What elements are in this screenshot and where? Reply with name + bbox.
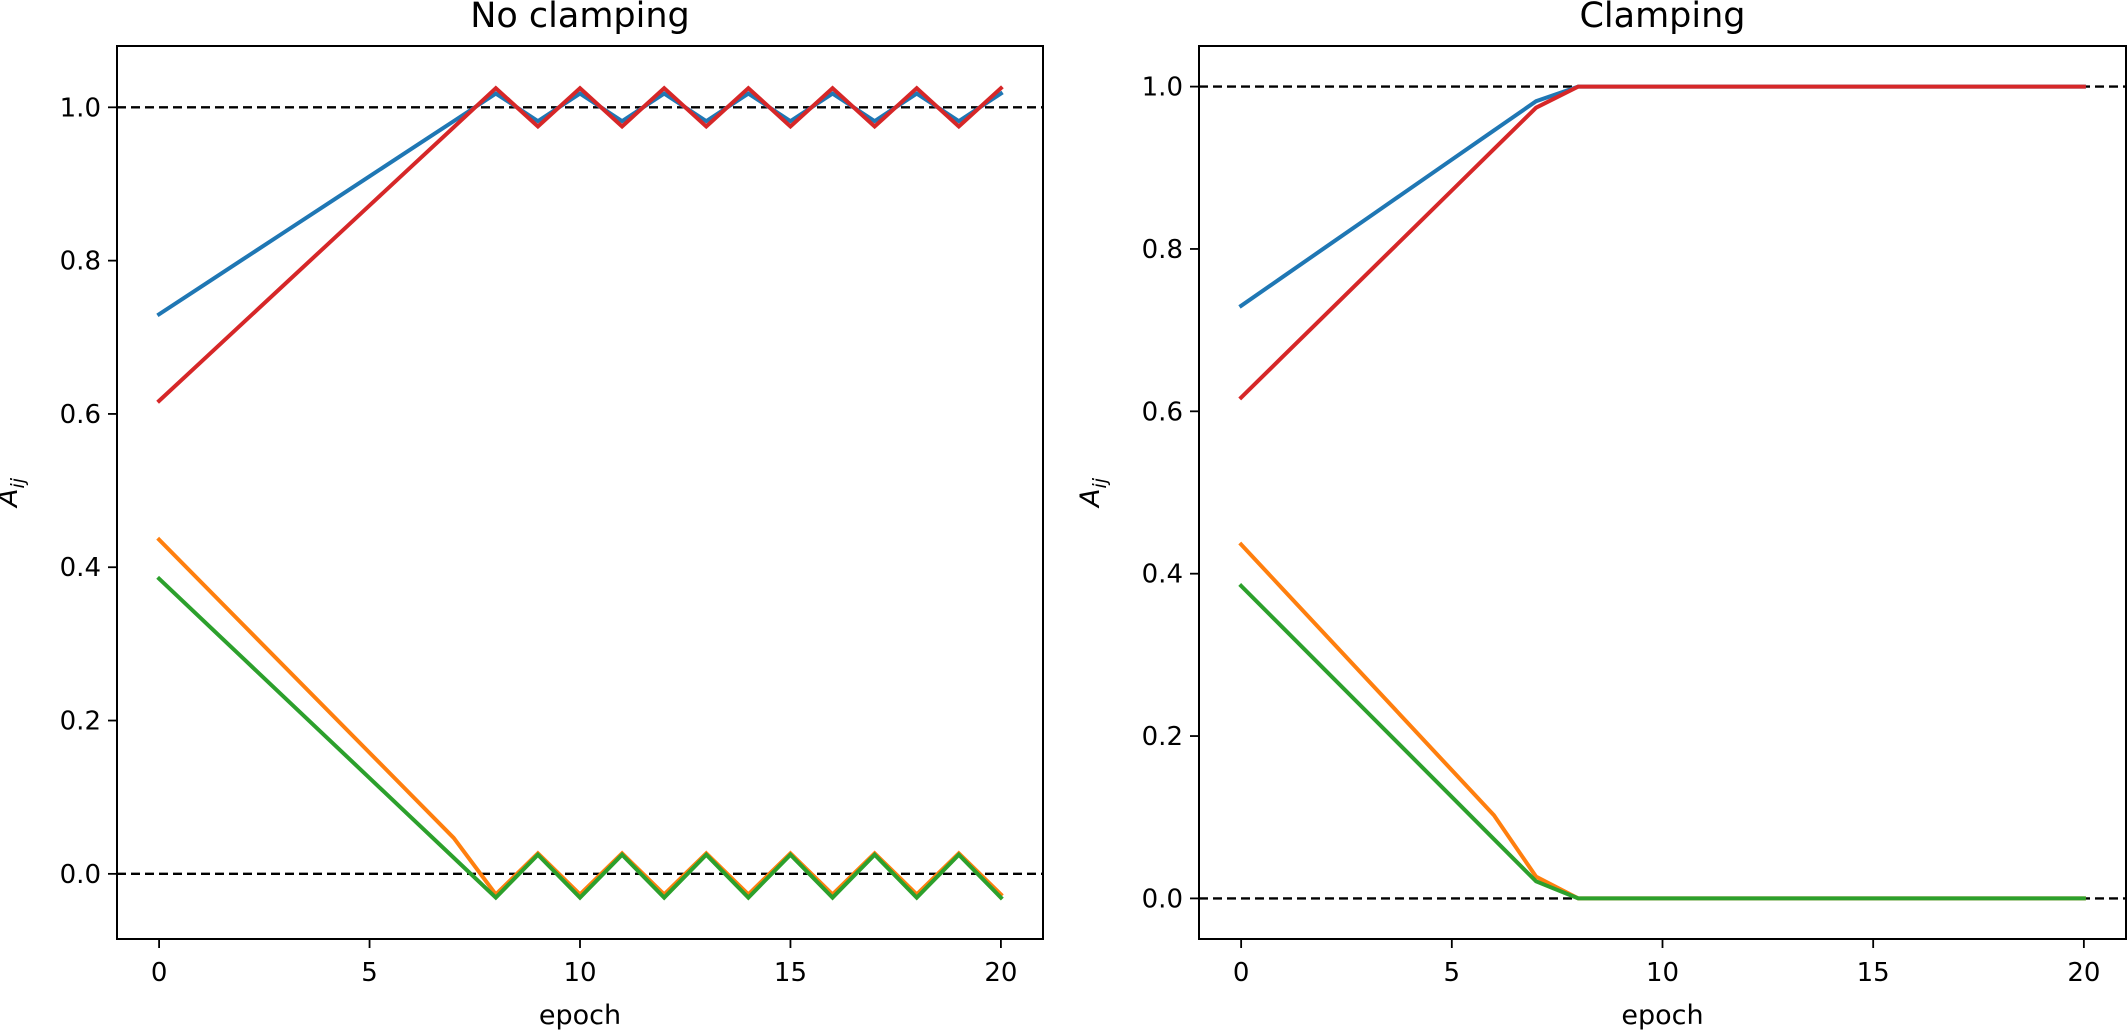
- y-tick-label: 0.4: [60, 553, 101, 583]
- x-tick-label: 20: [2067, 958, 2100, 988]
- panel-1: 0 5 10 15 20 0.0 0.2 0.4 0.6 0.8 1.0 No clamping epo…: [0, 0, 1044, 1031]
- x-tick-label: 10: [563, 958, 596, 988]
- y-tick-label: 0.2: [1142, 722, 1183, 752]
- chart-title: Clamping: [1579, 0, 1745, 36]
- y-axis-label: Aij: [0, 477, 29, 509]
- series-line-4: [156, 85, 1004, 404]
- chart-title: No clamping: [470, 0, 690, 36]
- x-axis-label: epoch: [1621, 1000, 1703, 1031]
- x-axis-label: epoch: [539, 1000, 621, 1031]
- x-tick-label: 5: [1444, 958, 1461, 988]
- x-tick-label: 15: [774, 958, 807, 988]
- x-tick-label: 0: [151, 958, 168, 988]
- series-line-3: [156, 575, 1004, 901]
- y-axis-label-sub: ij: [7, 477, 29, 488]
- y-axis-label-sub: ij: [1089, 477, 1111, 488]
- y-tick-label: 0.6: [1142, 397, 1183, 427]
- y-axis-label: Aij: [1075, 477, 1111, 509]
- y-tick-label: 0.4: [1142, 560, 1183, 590]
- y-tick-label: 1.0: [1142, 73, 1183, 103]
- y-axis-label-main: A: [0, 489, 24, 509]
- x-tick-label: 10: [1646, 958, 1679, 988]
- y-tick-label: 0.6: [60, 400, 101, 430]
- series-line-4: [1238, 84, 2086, 401]
- y-tick-label: 0.8: [1142, 235, 1183, 265]
- x-tick-label: 15: [1857, 958, 1890, 988]
- x-tick-label: 5: [361, 958, 378, 988]
- series-line-2: [1238, 541, 2086, 901]
- axes-frame: [1198, 45, 2127, 940]
- y-tick-label: 0.0: [60, 860, 101, 890]
- x-tick-label: 0: [1233, 958, 1250, 988]
- series-line-2: [156, 536, 1004, 898]
- y-tick-label: 0.8: [60, 247, 101, 277]
- x-tick-label: 20: [984, 958, 1017, 988]
- axes-frame: [116, 45, 1044, 940]
- series-line-3: [1238, 583, 2086, 901]
- y-tick-label: 0.2: [60, 707, 101, 737]
- panel-2: 0 5 10 15 20 0.0 0.2 0.4 0.6 0.8 1.0 Clamping epoch A…: [1075, 0, 2127, 1031]
- y-tick-label: 1.0: [60, 93, 101, 123]
- y-tick-label: 0.0: [1142, 884, 1183, 914]
- y-axis-label-main: A: [1075, 489, 1106, 509]
